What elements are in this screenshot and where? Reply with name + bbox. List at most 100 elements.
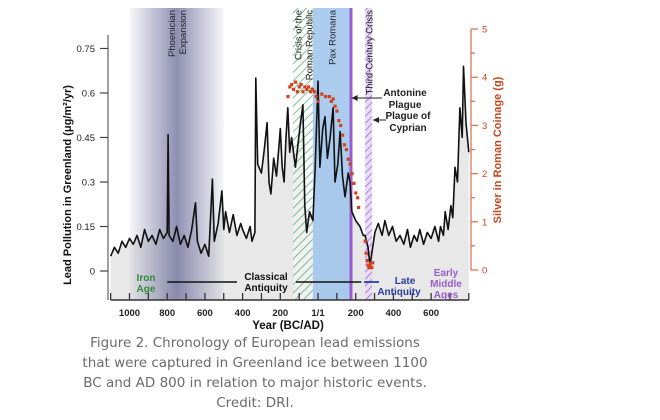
silver-point (305, 87, 309, 91)
silver-point (312, 90, 316, 94)
era-label: Age (137, 284, 156, 295)
arrow-head-icon (373, 117, 379, 123)
x-tick-label: 200 (272, 308, 288, 319)
figure-caption: Figure 2. Chronology of European lead em… (40, 333, 470, 413)
x-tick-label: 800 (159, 308, 175, 319)
silver-point (341, 133, 345, 137)
silver-point (331, 97, 335, 101)
x-tick-label: 1/1 (311, 308, 325, 319)
y-tick-label: 0 (90, 267, 95, 278)
silver-point (320, 92, 324, 96)
silver-point (339, 123, 343, 128)
arrow-head-icon (351, 95, 358, 101)
silver-point (329, 99, 333, 103)
annotation-label: Plague of (385, 111, 431, 122)
silver-point (295, 90, 299, 94)
era-label: Early (434, 268, 459, 279)
silver-point (363, 239, 367, 243)
y-tick-label: 0.6 (82, 88, 95, 99)
period-band (365, 8, 373, 300)
y2-tick-label: 5 (482, 25, 487, 36)
x-tick-label: 600 (423, 308, 439, 319)
silver-point (368, 263, 372, 267)
y2-tick-label: 4 (482, 73, 487, 84)
silver-point (293, 80, 298, 84)
silver-point (371, 261, 375, 265)
period-label: Phoenician (167, 10, 178, 57)
caption-line: Figure 2. Chronology of European lead em… (90, 335, 420, 351)
silver-point (352, 181, 356, 185)
silver-point (346, 157, 350, 161)
era-label: Iron (137, 273, 156, 284)
silver-point (288, 85, 292, 89)
period-label: Roman Republic (304, 10, 315, 80)
silver-point (327, 94, 332, 99)
era-label: Antiquity (377, 287, 421, 298)
silver-point (308, 90, 313, 94)
silver-point (291, 87, 296, 91)
silver-point (333, 104, 337, 108)
era-label: Middle (430, 279, 462, 290)
silver-point (364, 251, 368, 255)
silver-point (310, 87, 315, 91)
silver-point (348, 162, 352, 166)
silver-point (370, 266, 374, 270)
silver-point (299, 82, 303, 87)
y-tick-label: 0.75 (77, 44, 96, 55)
period-band (129, 8, 224, 300)
silver-point (366, 263, 370, 267)
caption-line: that were captured in Greenland ice betw… (82, 355, 428, 371)
era-label: Antiquity (244, 283, 288, 294)
period-label: Crisis of the (293, 10, 304, 60)
silver-point (350, 172, 354, 176)
x-tick-label: 1000 (119, 308, 140, 319)
era-label: Late (395, 276, 416, 287)
era-label: Ages (434, 290, 459, 301)
period-label: Pax Romana (327, 9, 338, 65)
silver-point (369, 261, 373, 265)
y2-tick-label: 2 (482, 169, 487, 180)
y2-tick-label: 1 (482, 217, 487, 228)
y-tick-label: 0.45 (77, 133, 96, 144)
silver-point (290, 82, 294, 87)
y-tick-label: 0.15 (77, 222, 96, 233)
caption-line: BC and AD 800 in relation to major histo… (83, 375, 427, 391)
silver-point (335, 109, 339, 113)
annotation-label: Cyprian (389, 123, 426, 134)
silver-point (354, 191, 358, 195)
silver-point (365, 258, 369, 263)
silver-point (344, 148, 348, 152)
silver-point (324, 94, 328, 99)
silver-point (286, 94, 290, 99)
silver-point (367, 266, 371, 270)
x-tick-label: 400 (235, 308, 251, 319)
x-tick-label: 200 (348, 308, 364, 319)
x-tick-label: 400 (385, 308, 401, 319)
era-label: Classical (244, 272, 288, 283)
x-axis-label: Year (BC/AD) (252, 320, 324, 332)
y-axis-label: Lead Pollution in Greenland (μg/m²/yr) (62, 85, 74, 285)
silver-point (356, 196, 360, 200)
annotation-label: Plague (389, 100, 422, 111)
lead-area-fill (110, 66, 469, 300)
silver-point (342, 143, 347, 147)
silver-point (301, 90, 305, 94)
y2-tick-label: 0 (482, 266, 487, 277)
y-tick-label: 0.3 (82, 177, 95, 188)
silver-point (316, 99, 320, 103)
silver-point (303, 85, 307, 89)
period-label: Third-Century Crisis (365, 10, 376, 95)
x-tick-label: 600 (197, 308, 213, 319)
silver-point (357, 205, 361, 210)
y2-tick-label: 3 (482, 121, 487, 132)
silver-point (314, 94, 318, 99)
silver-point (297, 85, 301, 89)
caption-line: Credit: DRI. (216, 395, 294, 411)
silver-point (307, 85, 311, 89)
silver-point (337, 119, 341, 123)
period-label: Expansion (178, 10, 189, 54)
annotation-label: Antonine (383, 88, 427, 99)
y2-axis-label: Silver in Roman Coinage (g) (492, 76, 504, 223)
lead-series-line (109, 65, 470, 266)
